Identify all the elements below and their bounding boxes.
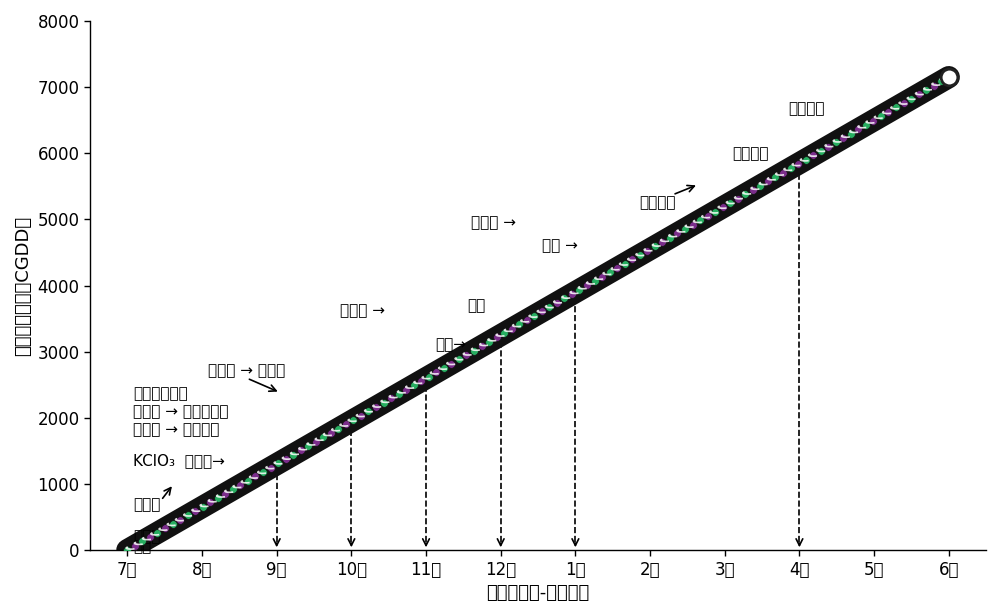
Y-axis label: 累积生长度日（CGDD）: 累积生长度日（CGDD） (14, 216, 32, 355)
Text: 梢叶休眠结束: 梢叶休眠结束 (133, 386, 188, 401)
Text: 叶面肘 →: 叶面肘 → (471, 215, 516, 230)
Text: 赤霞素 → 花生殖器官: 赤霞素 → 花生殖器官 (133, 403, 229, 419)
Text: 复合肘: 复合肘 (133, 498, 161, 513)
Text: 促新梢: 促新梢 (133, 529, 161, 545)
Text: 果实收成: 果实收成 (788, 100, 825, 116)
Text: 长果 →: 长果 → (542, 238, 578, 253)
Text: 多效圕 → 梢叶催眠: 多效圕 → 梢叶催眠 (133, 422, 220, 437)
Text: KClO₃  促花肘→: KClO₃ 促花肘→ (133, 453, 225, 468)
Text: 叶面肘 →: 叶面肘 → (340, 303, 385, 318)
X-axis label: 龙眼生长期-月份时段: 龙眼生长期-月份时段 (486, 584, 590, 602)
Text: 修剪: 修剪 (133, 540, 152, 554)
Text: 果实成熟: 果实成熟 (732, 146, 769, 161)
Text: 座果: 座果 (467, 298, 485, 313)
Text: 开花→: 开花→ (435, 338, 466, 352)
Text: 脱叶剂 → 促花蒂: 脱叶剂 → 促花蒂 (208, 363, 285, 378)
Text: 果实膨大: 果实膨大 (639, 195, 675, 210)
